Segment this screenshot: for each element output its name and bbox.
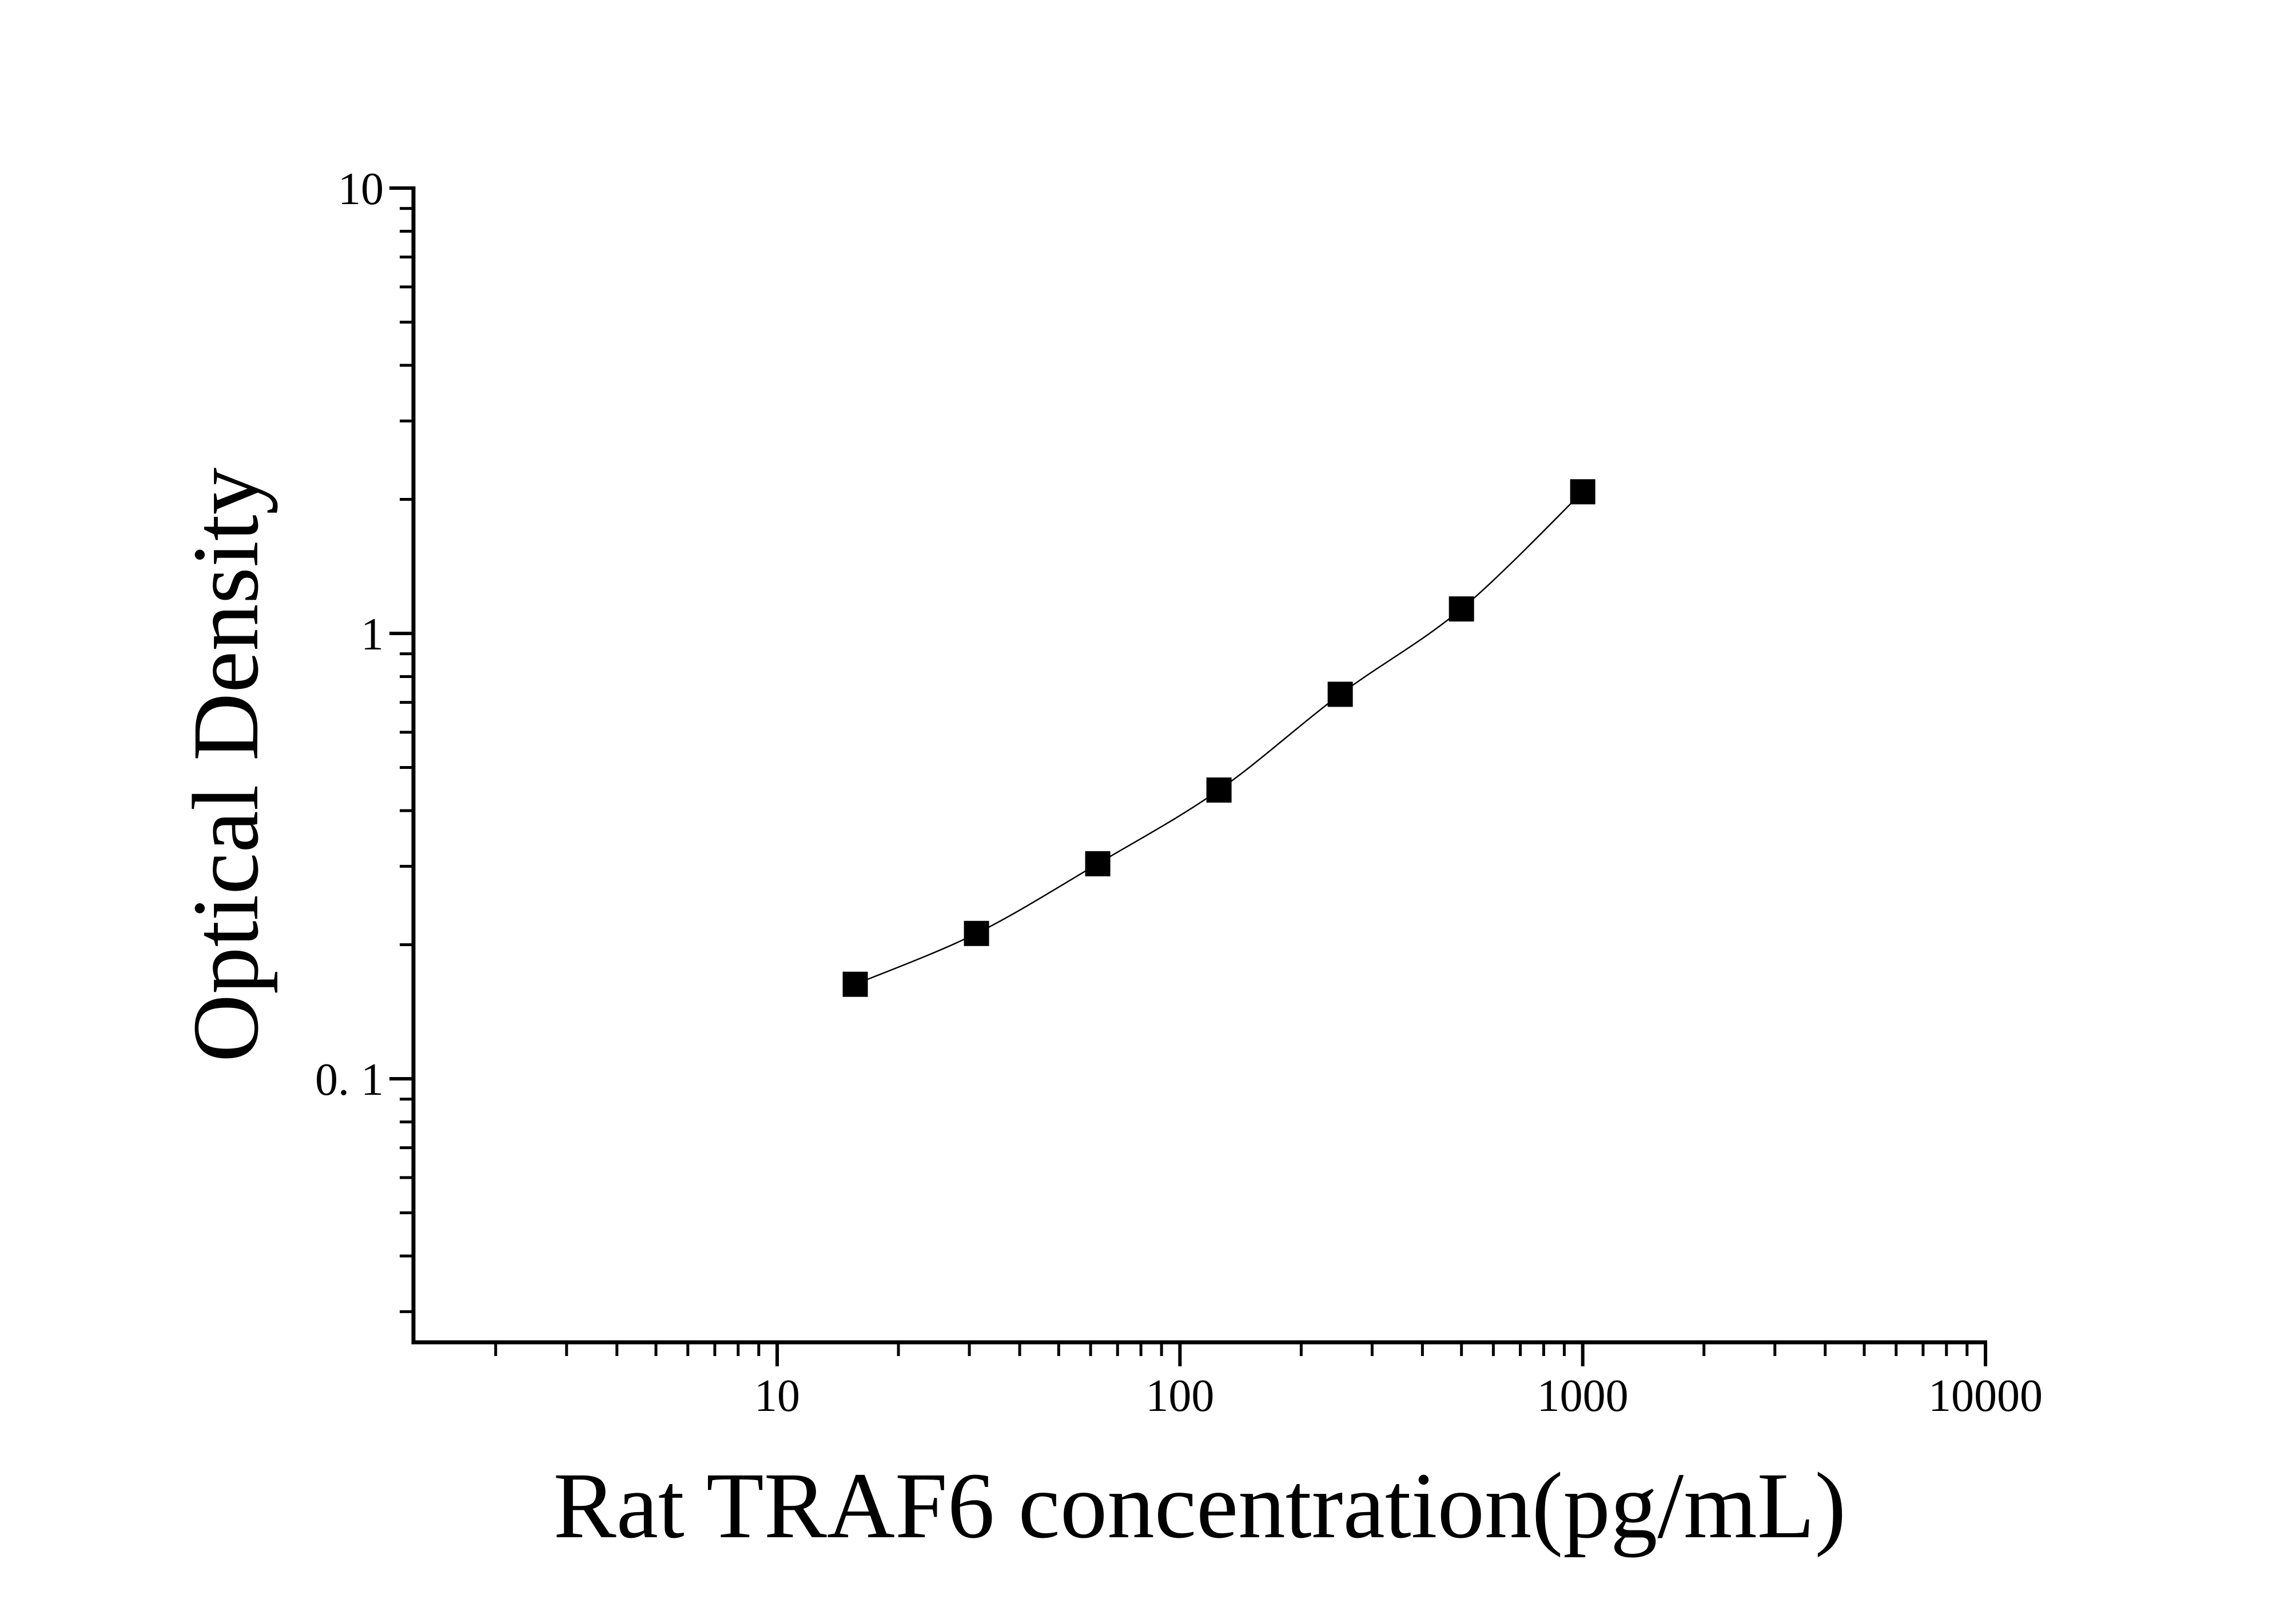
y-tick-label: 0. 1 — [315, 1055, 384, 1105]
data-point — [1327, 681, 1353, 707]
y-axis-title: Optical Density — [173, 468, 278, 1062]
data-point — [1206, 777, 1232, 803]
x-tick-label: 1000 — [1537, 1371, 1629, 1421]
data-point — [1085, 851, 1111, 876]
data-point — [1570, 479, 1595, 505]
y-tick-label: 10 — [338, 164, 384, 214]
x-tick-label: 10 — [754, 1371, 800, 1421]
data-point — [842, 971, 868, 997]
data-point — [964, 920, 989, 946]
x-tick-label: 10000 — [1928, 1371, 2043, 1421]
x-tick-label: 100 — [1145, 1371, 1214, 1421]
data-point — [1449, 596, 1474, 622]
y-tick-label: 1 — [361, 609, 384, 660]
x-axis-title: Rat TRAF6 concentration(pg/mL) — [554, 1453, 1847, 1558]
fit-curve — [855, 491, 1583, 985]
